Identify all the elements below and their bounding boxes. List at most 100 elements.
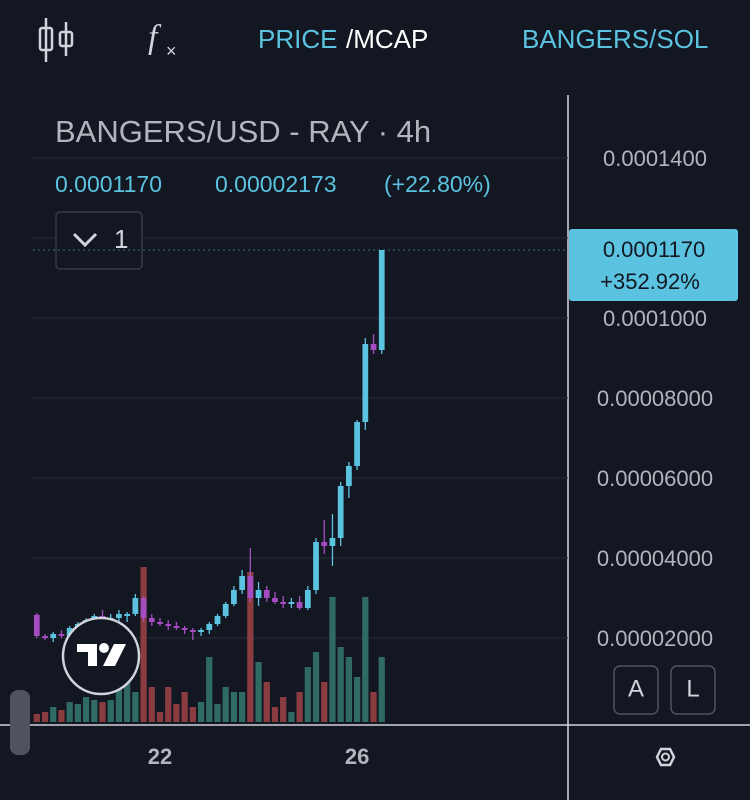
candle-body [148, 618, 155, 622]
volume-bar [206, 657, 213, 722]
candle-body [362, 344, 369, 422]
candle-body [42, 636, 48, 638]
volume-bar [66, 702, 73, 722]
volume-bar [115, 687, 123, 722]
axis: 0.00002000 0.00004000 0.00006000 0.00008000… [148, 146, 713, 769]
volume-bar [173, 704, 180, 722]
grid [33, 157, 568, 639]
auto-scale-label: A [628, 675, 644, 702]
y-tick-label: 0.00008000 [597, 386, 713, 411]
candle-body [198, 630, 204, 632]
candle-body [247, 576, 254, 598]
candle-body [346, 466, 352, 486]
settings-icon [661, 752, 670, 762]
y-tick-label: 0.0001000 [603, 306, 707, 331]
candle-body [132, 598, 139, 614]
volume-bar [255, 662, 262, 722]
candle-body [140, 598, 147, 618]
chevron [72, 232, 98, 248]
change-percent: (+22.80%) [384, 171, 491, 197]
y-tick-label: 0.0001400 [603, 146, 707, 171]
volume-bar [189, 707, 196, 722]
volume-bar [230, 692, 238, 722]
badge-box [569, 229, 738, 301]
volume-bar [271, 707, 279, 722]
badge-price: 0.0001170 [603, 237, 705, 262]
candle-body [239, 576, 245, 590]
volume-bar [41, 712, 49, 722]
volume-bar [247, 572, 254, 722]
candle-body [378, 250, 385, 350]
volume-bar [181, 692, 188, 722]
candle-body [255, 590, 262, 598]
volume-bar [165, 687, 172, 722]
price-badge: 0.0001170 +352.92% [33, 229, 738, 301]
candle-body [222, 604, 229, 616]
volume [33, 567, 385, 722]
candle-body [189, 630, 196, 632]
volume-bar [33, 714, 40, 722]
change-value: 0.00002173 [215, 171, 337, 197]
candle-body [280, 602, 287, 604]
volume-bar [58, 710, 65, 722]
volume-bar [107, 700, 114, 722]
candle-body [124, 614, 131, 616]
price-toggle[interactable]: PRICE [258, 24, 337, 54]
mcap-toggle[interactable]: /MCAP [346, 24, 428, 54]
candle-body [66, 628, 73, 636]
volume-bar [197, 702, 205, 722]
volume-bar [140, 567, 147, 722]
volume-bar [148, 687, 155, 722]
volume-bar [239, 692, 246, 722]
volume-bar [337, 647, 344, 722]
fx-icon: × [166, 41, 177, 61]
volume-bar [74, 704, 81, 722]
candle-body [313, 542, 319, 590]
candle-body [157, 622, 163, 624]
volume-bar [91, 700, 98, 722]
settings-button[interactable] [655, 747, 676, 767]
symbol-title: BANGERS/USD - RAY · 4h [55, 114, 431, 149]
volume-bar [362, 597, 369, 722]
volume-bar [378, 657, 385, 722]
candle-body [58, 634, 65, 636]
indicator-count: 1 [114, 224, 128, 254]
volume-bar [156, 712, 164, 722]
candle-body [263, 590, 270, 598]
toggle-box [55, 211, 143, 270]
log-scale-button[interactable] [670, 665, 716, 715]
volume-bar [329, 597, 336, 722]
log-scale-label: L [686, 675, 699, 702]
indicators-toggle[interactable]: 1 [55, 211, 143, 270]
candle-body [370, 344, 377, 350]
volume-bar [304, 667, 311, 722]
candle-body [181, 628, 188, 630]
volume-bar [280, 697, 287, 722]
y-tick-label: 0.00006000 [597, 466, 713, 491]
candle-body [296, 602, 303, 608]
volume-bar [82, 697, 90, 722]
candle-body [329, 538, 336, 546]
volume-bar [132, 692, 139, 722]
auto-scale-button[interactable] [613, 665, 659, 715]
candle-body [288, 602, 295, 604]
candle-body [50, 634, 57, 638]
volume-bar [312, 652, 320, 722]
candle-body [214, 616, 221, 624]
candle-type-button[interactable] [38, 18, 74, 62]
candle-body [206, 624, 213, 630]
volume-bar [99, 702, 106, 722]
x-tick-label: 22 [148, 744, 172, 769]
y-tick-label: 0.00004000 [597, 546, 713, 571]
candle-body [321, 542, 328, 546]
tradingview-logo[interactable] [61, 616, 141, 696]
volume-bar [263, 682, 270, 722]
volume-bar [222, 687, 229, 722]
badge-change: +352.92% [600, 269, 700, 294]
x-tick-label: 26 [345, 744, 369, 769]
candle-body [165, 624, 172, 626]
pair-toggle[interactable]: BANGERS/SOL [522, 24, 708, 54]
volume-bar [370, 692, 377, 722]
scroll-handle[interactable] [10, 690, 30, 755]
volume-bar [214, 704, 221, 722]
